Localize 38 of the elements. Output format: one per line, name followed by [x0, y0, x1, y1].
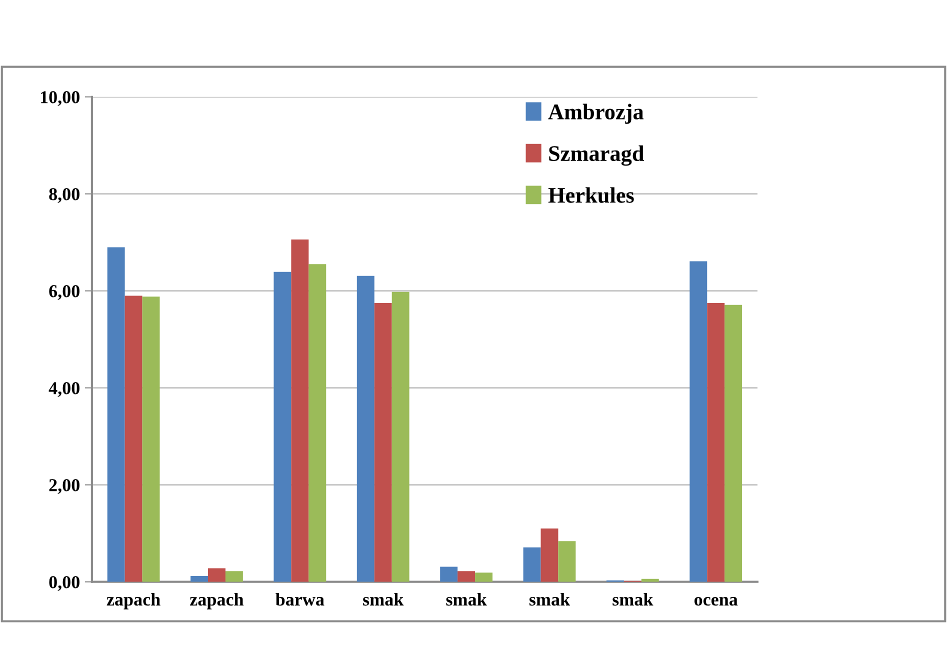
x-tick-label: zapach: [106, 592, 160, 610]
bar: [690, 261, 708, 582]
legend-label: Ambrozja: [548, 104, 644, 124]
x-tick-label: smak: [529, 592, 570, 606]
bar: [374, 302, 392, 582]
y-tick-label: 4,00: [48, 382, 80, 397]
bar: [475, 572, 492, 582]
y-tick-label: 10,00: [40, 91, 80, 106]
x-tick-label: barwa: [276, 592, 324, 606]
bar: [142, 296, 160, 582]
legend-label: Szmaragd: [549, 145, 644, 166]
bar: [356, 276, 374, 582]
x-tick-label: ocena: [694, 596, 738, 606]
y-tick-label: 6,00: [49, 285, 80, 300]
bar: [291, 239, 309, 582]
x-tick-label: smak: [446, 592, 487, 606]
legend-label: Herkules: [548, 187, 634, 203]
bar: [225, 571, 243, 582]
bar: [523, 547, 541, 582]
bar: [308, 264, 326, 582]
bar: [190, 576, 208, 582]
bar: [274, 272, 292, 582]
y-tick-label: 8,00: [49, 188, 80, 203]
bar: [107, 247, 125, 582]
bar: [458, 571, 476, 582]
y-tick-label: 2,00: [49, 479, 80, 494]
bar: [208, 568, 226, 582]
bar: [124, 296, 142, 582]
x-tick-label: smak: [612, 592, 654, 606]
x-tick-label: zapach: [190, 592, 244, 610]
bar: [724, 304, 742, 582]
y-tick-label: 0,00: [49, 576, 80, 591]
bar: [392, 292, 410, 582]
bar: [540, 528, 558, 582]
x-tick-label: smak: [363, 592, 404, 606]
bar: [440, 566, 458, 582]
bar: [558, 541, 576, 582]
bar: [707, 302, 725, 582]
